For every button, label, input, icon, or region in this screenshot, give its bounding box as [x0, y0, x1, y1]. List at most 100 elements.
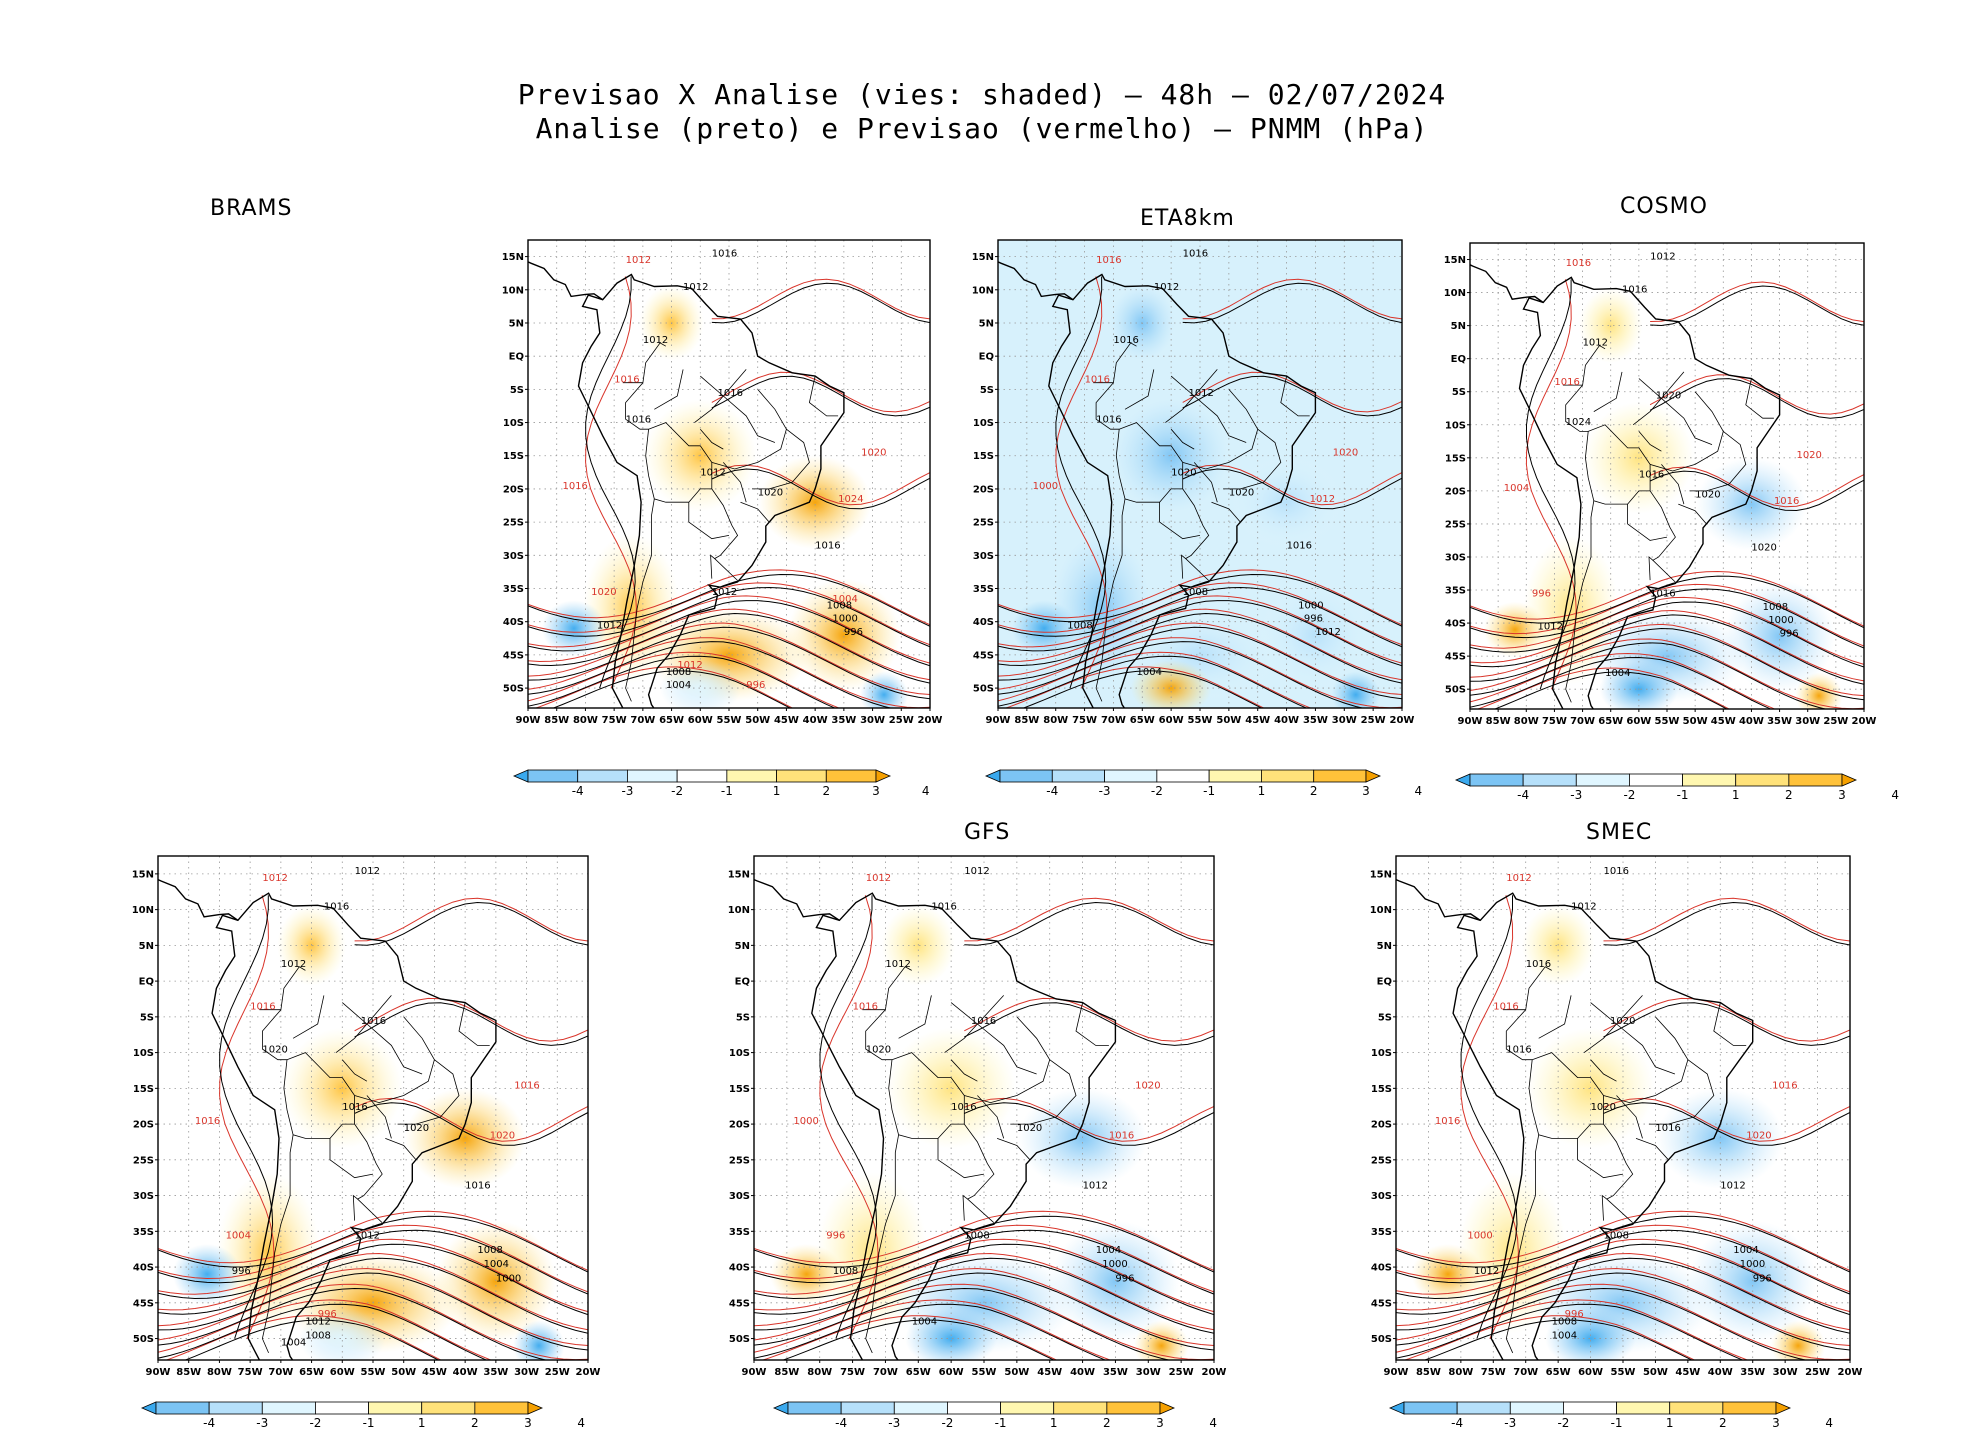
lat-tick-label: 15N — [728, 869, 750, 880]
colorbar-swatch — [1053, 1401, 1108, 1415]
isobar-label-analysis: 1016 — [815, 541, 840, 552]
lon-tick-label: 65W — [299, 1367, 324, 1378]
lat-tick-label: 45S — [1445, 652, 1466, 663]
isobar-label-analysis: 1016 — [1096, 415, 1121, 426]
lon-tick-label: 70W — [873, 1367, 898, 1378]
lat-tick-label: 50S — [503, 684, 524, 695]
political-border — [385, 1138, 417, 1161]
panel-label-cosmo: COSMO — [1620, 194, 1708, 219]
forecast-isobars — [754, 895, 1214, 1360]
colorbar-label: 1 — [1050, 1416, 1058, 1430]
isobar-label-forecast: 1000 — [1467, 1230, 1492, 1241]
bias-shading — [1724, 580, 1835, 693]
isobar-label-analysis: 1000 — [1298, 600, 1323, 611]
colorbar-swatch — [893, 1401, 948, 1415]
colorbar-swatch — [368, 1401, 423, 1415]
lon-tick-label: 65W — [1130, 715, 1155, 726]
colorbar-swatch — [676, 769, 728, 783]
political-border — [1593, 371, 1623, 412]
lat-tick-label: 20S — [133, 1120, 154, 1131]
lon-tick-label: 70W — [268, 1367, 293, 1378]
colorbar-label: 2 — [1785, 788, 1793, 802]
lon-tick-label: 40W — [1274, 715, 1299, 726]
lat-tick-label: 10N — [502, 285, 524, 296]
political-border — [710, 554, 715, 579]
isobar-label-analysis: 996 — [1304, 614, 1323, 625]
colorbar-label: -1 — [1611, 1416, 1623, 1430]
lat-tick-label: 15S — [973, 451, 994, 462]
analysis-isobars — [158, 895, 588, 1360]
colorbar-arrow-low — [1454, 773, 1471, 787]
colorbar-brams: -4 -3 -2 -1 1 2 3 4 — [512, 769, 930, 798]
colorbar-label: 3 — [1156, 1416, 1164, 1430]
lat-tick-label: 35S — [503, 584, 524, 595]
bias-shading — [1483, 601, 1547, 658]
political-border — [944, 995, 1004, 1053]
isobar-label-analysis: 1008 — [1067, 620, 1092, 631]
colorbar-swatch — [726, 769, 777, 783]
south-america-coastline — [1518, 276, 1781, 709]
lat-tick-label: 10S — [729, 1048, 750, 1059]
lat-tick-label: 40S — [973, 617, 994, 628]
lat-tick-label: 10N — [1444, 288, 1466, 299]
colorbar-label: -3 — [1099, 784, 1111, 798]
panel-label-gfs: GFS — [964, 820, 1011, 845]
lat-tick-label: 5S — [140, 1012, 154, 1023]
isobar-label-forecast: 1012 — [1506, 873, 1531, 884]
colorbar-label: 3 — [1362, 784, 1370, 798]
analysis-isobars — [1470, 279, 1864, 709]
isobar-label-analysis: 1004 — [1733, 1245, 1758, 1256]
lon-tick-label: 30W — [1332, 715, 1357, 726]
political-border — [292, 995, 325, 1039]
lon-tick-label: 35W — [1303, 715, 1328, 726]
isobar-label-analysis: 1020 — [1610, 1016, 1635, 1027]
lon-tick-label: 25W — [1805, 1367, 1830, 1378]
colorbar-label: 3 — [524, 1416, 532, 1430]
bias-shading — [1599, 661, 1679, 709]
colorbar-label: -4 — [203, 1416, 215, 1430]
isobar-label-forecast: 1020 — [490, 1130, 515, 1141]
lat-tick-label: 40S — [729, 1263, 750, 1274]
isobar-label-analysis: 1024 — [1566, 417, 1591, 428]
lon-tick-label: 60W — [1578, 1367, 1603, 1378]
isobar-label-forecast: 1020 — [591, 587, 616, 598]
bias-shading — [1133, 1320, 1190, 1360]
colorbar-swatch — [1156, 769, 1210, 783]
colorbar-swatch — [1313, 769, 1367, 783]
lon-tick-label: 25W — [889, 715, 914, 726]
lon-tick-label: 30W — [514, 1367, 539, 1378]
lat-tick-label: 20S — [729, 1120, 750, 1131]
isobar-label-forecast: 1000 — [793, 1116, 818, 1127]
lat-tick-label: 35S — [133, 1227, 154, 1238]
isobar-label-analysis: 1000 — [1740, 1259, 1765, 1270]
political-border — [1093, 342, 1137, 384]
lat-tick-label: 5N — [735, 941, 750, 952]
isobar-label-analysis: 1004 — [484, 1259, 509, 1270]
isobar-label-forecast: 1016 — [1493, 1002, 1518, 1013]
lat-tick-label: 50S — [729, 1334, 750, 1345]
political-border — [1678, 503, 1707, 525]
colorbar-swatch — [1106, 1401, 1161, 1415]
lat-tick-label: 15N — [502, 252, 524, 263]
map-body: 1016 1012 1016 1020 1016 1020 1016 1012 1008 1004… — [1396, 856, 1850, 1360]
colorbar-arrow-low — [1388, 1401, 1405, 1415]
colorbar-label: 4 — [922, 784, 930, 798]
isobar-label-analysis: 1016 — [1183, 249, 1208, 260]
isobar-label-forecast: 1016 — [1109, 1130, 1134, 1141]
isobar-label-analysis: 1020 — [1656, 390, 1681, 401]
isobar-label-analysis: 1020 — [1751, 542, 1776, 553]
analysis-isobars — [998, 276, 1402, 708]
isobar-label-analysis: 1016 — [1639, 470, 1664, 481]
political-border — [261, 1134, 294, 1354]
lon-tick-label: 65W — [1598, 716, 1623, 727]
political-border — [458, 1002, 490, 1046]
isobar-label-analysis: 1016 — [1622, 285, 1647, 296]
lat-tick-label: 40S — [1371, 1263, 1392, 1274]
panel-label-smec: SMEC — [1586, 820, 1653, 845]
political-border — [1584, 431, 1651, 505]
isobar-label-analysis: 1016 — [1650, 589, 1675, 600]
bias-shading — [1770, 1320, 1826, 1360]
lat-tick-label: 45S — [1371, 1298, 1392, 1309]
political-border — [366, 1095, 392, 1139]
isobar-label-analysis: 1012 — [700, 468, 725, 479]
